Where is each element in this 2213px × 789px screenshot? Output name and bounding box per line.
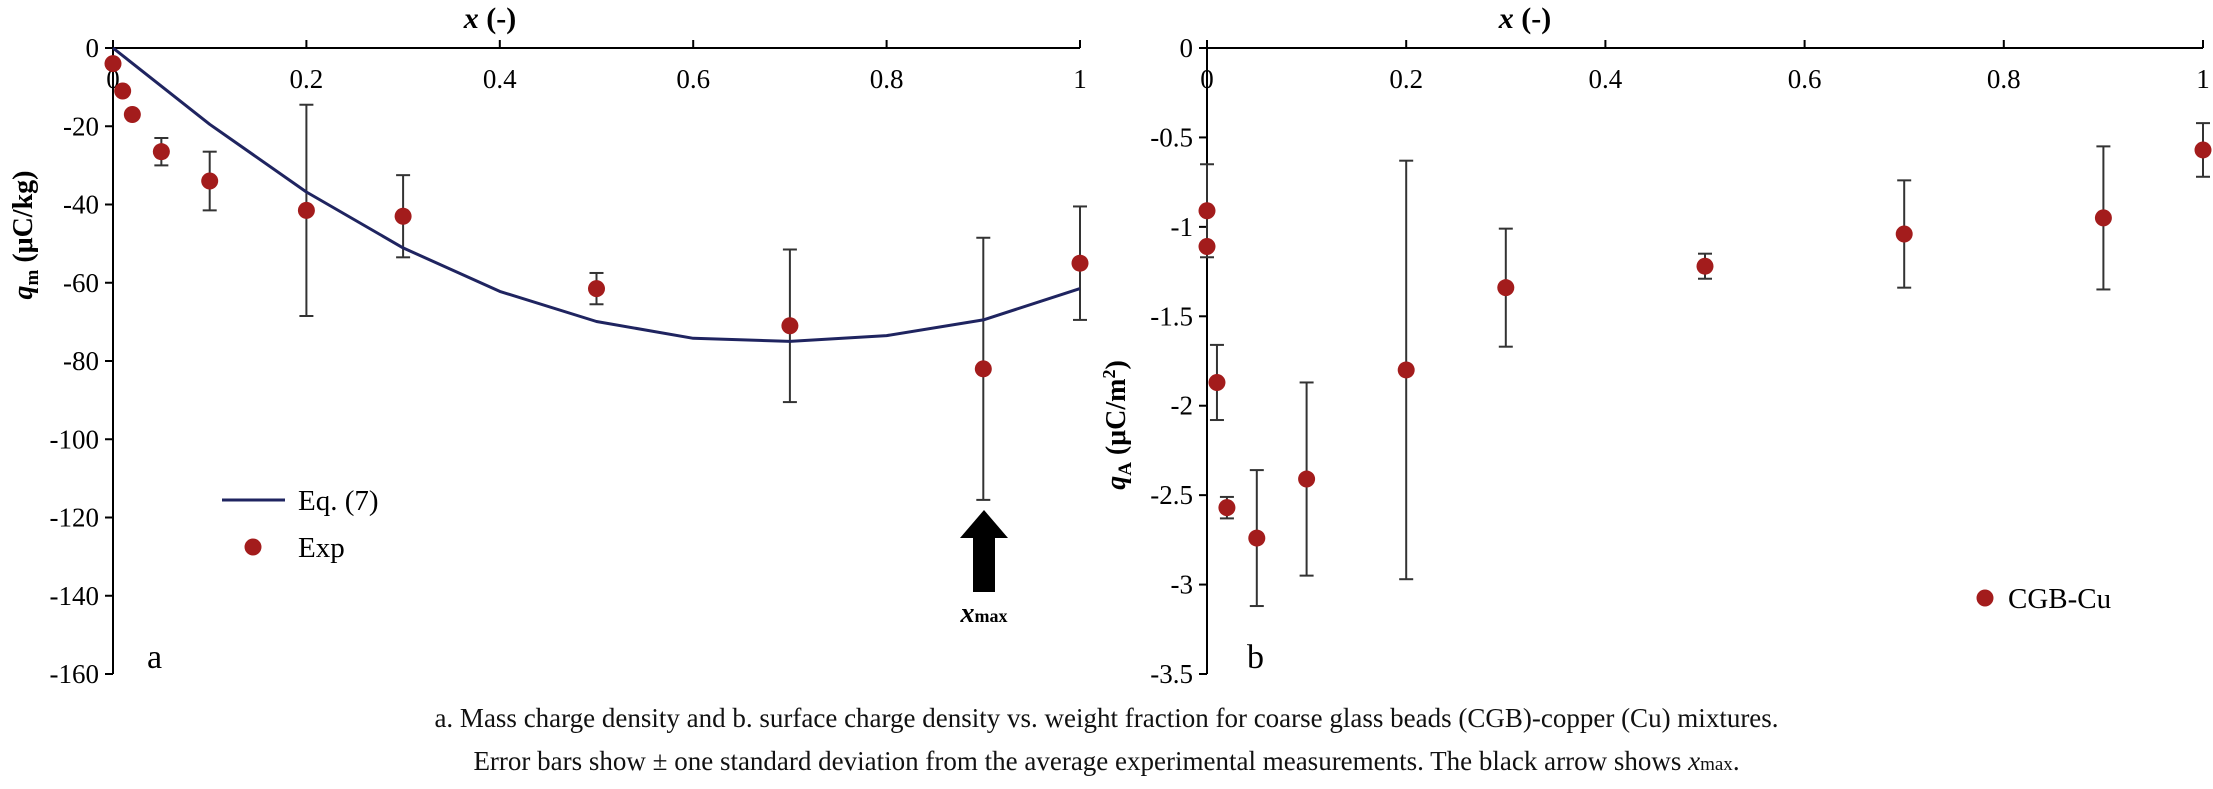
panel-b-data-point: [1397, 361, 1415, 379]
panel-b-data-point: [2194, 141, 2212, 159]
caption-line-2-prefix: Error bars show ± one standard deviation…: [473, 746, 1689, 776]
caption-xmax-sub: max: [1700, 754, 1733, 775]
panel-a-x-tick-label: 0.4: [483, 64, 517, 94]
panel-b-data-point: [1497, 279, 1515, 297]
panel-b-y-tick-label: -0.5: [1150, 122, 1193, 152]
panel-a-y-tick-label: -100: [50, 424, 100, 454]
panel-b-y-tick-label: -2.5: [1150, 480, 1193, 510]
panel-b-data-point: [1198, 238, 1216, 256]
panel-b-data-point: [2094, 209, 2112, 227]
chart-panel-b: 0 0.2 0.4 0.6 0.8 10-0.5-1-1.5-2-2.5-3-3.5 x …: [1099, 2, 2212, 689]
panel-a-label: a: [147, 639, 162, 676]
panel-b-x-tick-label: 0.8: [1987, 64, 2021, 94]
legend-entry-exp: Exp: [298, 532, 345, 564]
panel-a-x-tick-label: 0.6: [676, 64, 710, 94]
panel-b-y-tick-label: 0: [1180, 33, 1194, 63]
panel-a-y-tick-label: -20: [63, 111, 99, 141]
panel-a-data-point: [394, 207, 412, 225]
panel-b-data-point: [1208, 373, 1226, 391]
panel-b-data-point: [1198, 202, 1216, 220]
panel-b-data-point: [1895, 225, 1913, 243]
panel-a-marks: 0 0.2 0.4 0.6 0.8 10-20-40-60-80-100-120-140-…: [50, 33, 1089, 689]
legend-entry-cgb-cu: CGB-Cu: [2008, 583, 2111, 615]
panel-b-x-tick-label: 0: [1200, 64, 1214, 94]
xmax-label: xmax: [960, 598, 1008, 629]
panel-b-data-point: [1218, 499, 1236, 517]
panel-a-x-tick-label: 1: [1073, 64, 1087, 94]
panel-a-data-point: [201, 172, 219, 190]
panel-b-x-tick-label: 0.2: [1389, 64, 1423, 94]
caption-line-2: Error bars show ± one standard deviation…: [0, 746, 2213, 777]
panel-b-xlabel: x (-): [1498, 2, 1551, 35]
chart-panel-a: 0 0.2 0.4 0.6 0.8 10-20-40-60-80-100-120-140-…: [8, 2, 1089, 689]
panel-b-y-tick-label: -1.5: [1150, 301, 1193, 331]
panel-b-y-tick-label: -3.5: [1150, 659, 1193, 689]
panel-a-y-tick-label: 0: [86, 33, 100, 63]
legend-marker-swatch: [244, 538, 262, 556]
panel-a-data-point: [297, 201, 315, 219]
panel-b-ylabel: qA (μC/m2): [1099, 360, 1136, 490]
panel-b-x-tick-label: 0.6: [1788, 64, 1822, 94]
panel-a-data-point: [152, 143, 170, 161]
panel-a-y-tick-label: -140: [50, 581, 100, 611]
panel-a-data-point: [114, 82, 132, 100]
panel-b-x-tick-label: 1: [2196, 64, 2210, 94]
panel-a-ylabel: qm (μC/kg): [8, 171, 43, 300]
panel-b-data-point: [1298, 470, 1316, 488]
xmax-arrow-icon: [960, 510, 1008, 592]
legend-entry-eq7: Eq. (7): [298, 485, 379, 517]
panel-b-marks: 0 0.2 0.4 0.6 0.8 10-0.5-1-1.5-2-2.5-3-3.5: [1150, 33, 2212, 689]
panel-a-data-point: [588, 280, 605, 298]
panel-a-data-point: [781, 317, 799, 335]
panel-a-x-tick-label: 0.8: [870, 64, 904, 94]
panel-b-legend: CGB-Cu: [1976, 583, 2111, 615]
panel-a-y-tick-label: -40: [63, 190, 99, 220]
caption-line-1: a. Mass charge density and b. surface ch…: [434, 703, 1779, 733]
panel-a-y-tick-label: -80: [63, 346, 99, 376]
legend-marker-swatch: [1976, 589, 1994, 607]
panel-a-data-point: [974, 360, 992, 378]
panel-a-legend: Eq. (7) Exp: [222, 485, 379, 564]
panel-a-x-tick-label: 0.2: [290, 64, 324, 94]
panel-a-y-tick-label: -60: [63, 268, 99, 298]
panel-a-y-tick-label: -160: [50, 659, 100, 689]
panel-a-data-point: [123, 106, 141, 124]
caption-line-2-suffix: .: [1732, 746, 1740, 776]
panel-a-data-point: [1071, 254, 1089, 272]
panel-a-y-tick-label: -120: [50, 503, 100, 533]
panel-b-data-point: [1696, 257, 1714, 275]
xmax-annotation: xmax: [960, 510, 1008, 629]
caption-xmax-var: x: [1688, 746, 1701, 776]
panel-a-xlabel: x (-): [463, 2, 516, 35]
panel-b-x-tick-label: 0.4: [1589, 64, 1623, 94]
panel-b-label: b: [1247, 639, 1264, 676]
panel-b-y-tick-label: -3: [1171, 570, 1194, 600]
panel-a-data-point: [104, 55, 122, 73]
panel-b-data-point: [1248, 529, 1266, 547]
panel-a-series-line: [112, 46, 1081, 343]
panel-b-y-tick-label: -2: [1171, 391, 1194, 421]
panel-b-y-tick-label: -1: [1171, 212, 1194, 242]
figure: 0 0.2 0.4 0.6 0.8 10-20-40-60-80-100-120-140-…: [8, 2, 2212, 689]
